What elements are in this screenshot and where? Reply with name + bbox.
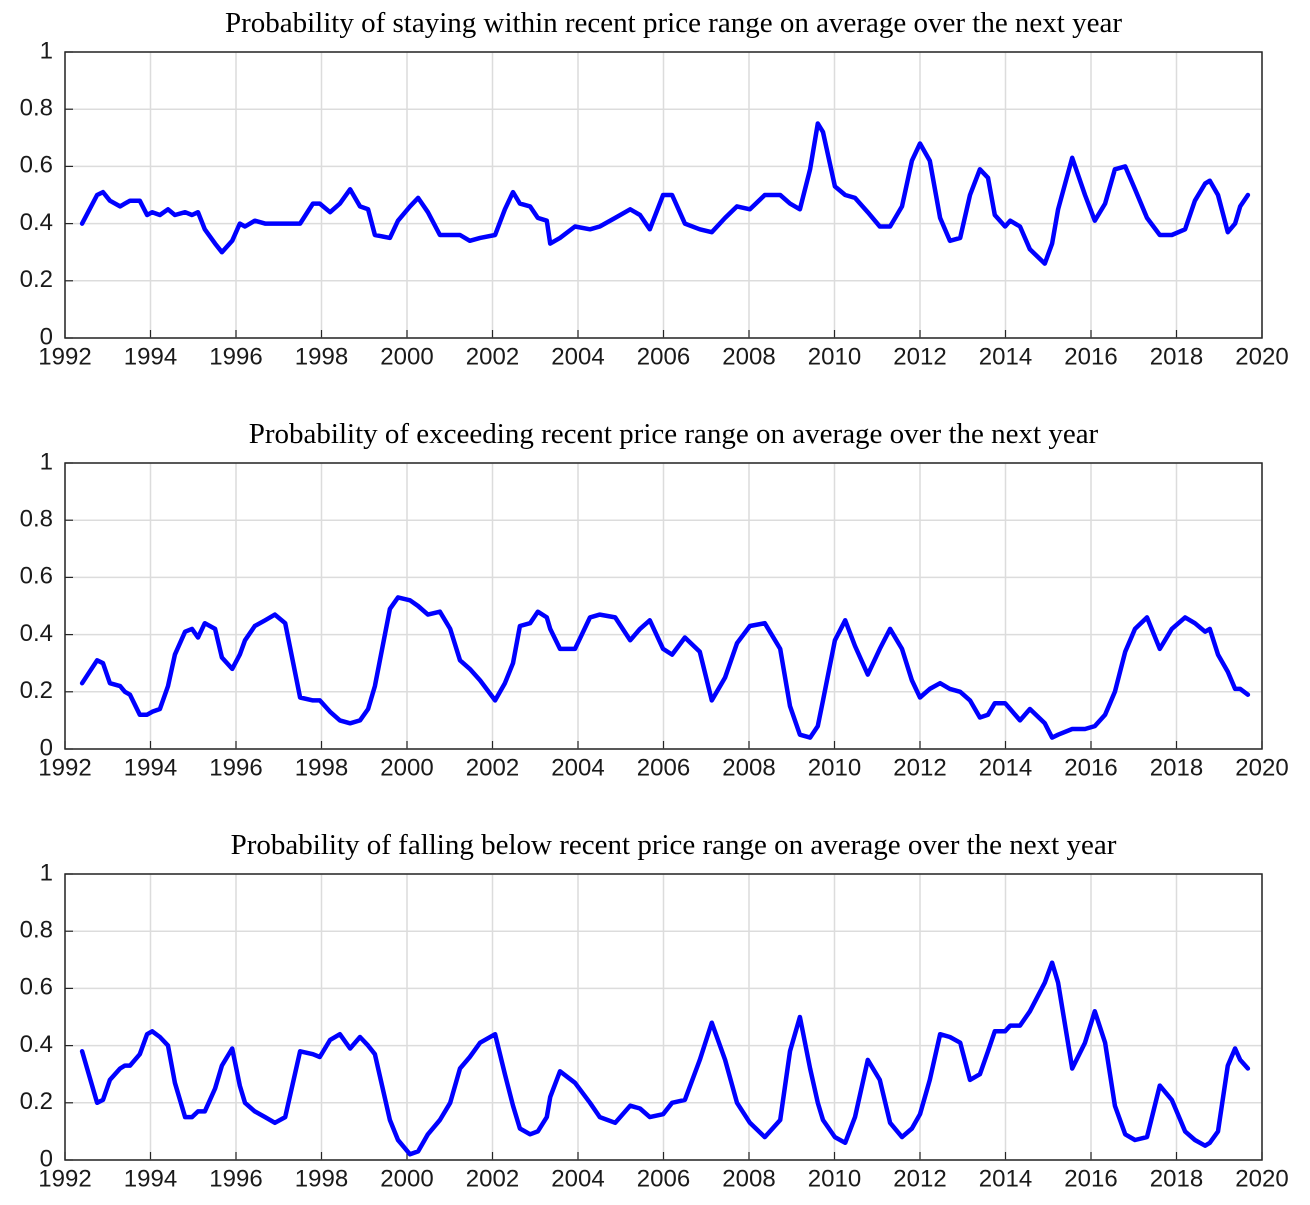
x-tick-label: 1998: [295, 1165, 348, 1192]
y-tick-label: 1: [40, 37, 53, 64]
x-tick-label: 2004: [551, 1165, 604, 1192]
x-tick-label: 2008: [722, 754, 775, 781]
x-tick-label: 2010: [808, 754, 861, 781]
y-tick-label: 0.8: [20, 95, 53, 122]
x-tick-label: 2000: [380, 343, 433, 370]
axes-box: [64, 873, 1263, 1161]
x-tick-label: 1998: [295, 343, 348, 370]
x-tick-label: 2008: [722, 1165, 775, 1192]
x-tick-label: 2006: [637, 343, 690, 370]
x-tick-label: 2000: [380, 1165, 433, 1192]
x-tick-label: 2016: [1064, 343, 1117, 370]
axes-box: [64, 51, 1263, 339]
x-tick-label: 1994: [124, 343, 177, 370]
x-tick-label: 1992: [38, 754, 91, 781]
x-tick-label: 2002: [466, 343, 519, 370]
chart-title: Probability of exceeding recent price ra…: [249, 418, 1099, 450]
x-tick-label: 2002: [466, 1165, 519, 1192]
x-tick-label: 2018: [1150, 343, 1203, 370]
y-tick-label: 0.2: [20, 1088, 53, 1115]
x-tick-label: 2020: [1235, 343, 1288, 370]
x-tick-label: 2012: [893, 343, 946, 370]
y-tick-label: 1: [40, 859, 53, 886]
x-tick-label: 2010: [808, 343, 861, 370]
x-tick-label: 2016: [1064, 754, 1117, 781]
y-tick-label: 0.8: [20, 506, 53, 533]
x-tick-label: 2014: [979, 754, 1032, 781]
x-tick-label: 2008: [722, 343, 775, 370]
y-tick-label: 1: [40, 448, 53, 475]
x-tick-label: 2010: [808, 1165, 861, 1192]
x-tick-label: 2014: [979, 343, 1032, 370]
y-tick-label: 0: [40, 734, 53, 761]
y-tick-label: 0.6: [20, 974, 53, 1001]
data-line: [79, 960, 1251, 1157]
data-line: [79, 595, 1251, 740]
y-tick-label: 0.4: [20, 620, 53, 647]
y-tick-label: 0.2: [20, 677, 53, 704]
x-tick-label: 2012: [893, 1165, 946, 1192]
y-tick-label: 0: [40, 323, 53, 350]
x-tick-label: 1996: [209, 1165, 262, 1192]
y-tick-label: 0.4: [20, 1031, 53, 1058]
x-tick-label: 1996: [209, 343, 262, 370]
x-tick-label: 1992: [38, 343, 91, 370]
x-tick-label: 2016: [1064, 1165, 1117, 1192]
x-tick-label: 1998: [295, 754, 348, 781]
x-tick-label: 2018: [1150, 754, 1203, 781]
x-tick-label: 1996: [209, 754, 262, 781]
x-tick-label: 1994: [124, 754, 177, 781]
x-tick-label: 1992: [38, 1165, 91, 1192]
y-tick-label: 0.6: [20, 563, 53, 590]
y-tick-label: 0.4: [20, 209, 53, 236]
x-tick-label: 2004: [551, 343, 604, 370]
x-tick-label: 2004: [551, 754, 604, 781]
x-tick-label: 2014: [979, 1165, 1032, 1192]
x-tick-label: 2020: [1235, 754, 1288, 781]
chart-title: Probability of falling below recent pric…: [231, 829, 1117, 861]
y-tick-label: 0.2: [20, 266, 53, 293]
x-tick-label: 2006: [637, 754, 690, 781]
y-tick-label: 0: [40, 1145, 53, 1172]
x-tick-label: 2002: [466, 754, 519, 781]
x-tick-label: 2020: [1235, 1165, 1288, 1192]
x-tick-label: 2006: [637, 1165, 690, 1192]
y-tick-label: 0.8: [20, 917, 53, 944]
y-tick-label: 0.6: [20, 152, 53, 179]
x-tick-label: 1994: [124, 1165, 177, 1192]
x-tick-label: 2012: [893, 754, 946, 781]
chart-title: Probability of staying within recent pri…: [225, 7, 1122, 39]
data-line: [79, 121, 1251, 266]
x-tick-label: 2018: [1150, 1165, 1203, 1192]
axes-box: [64, 462, 1263, 750]
x-tick-label: 2000: [380, 754, 433, 781]
